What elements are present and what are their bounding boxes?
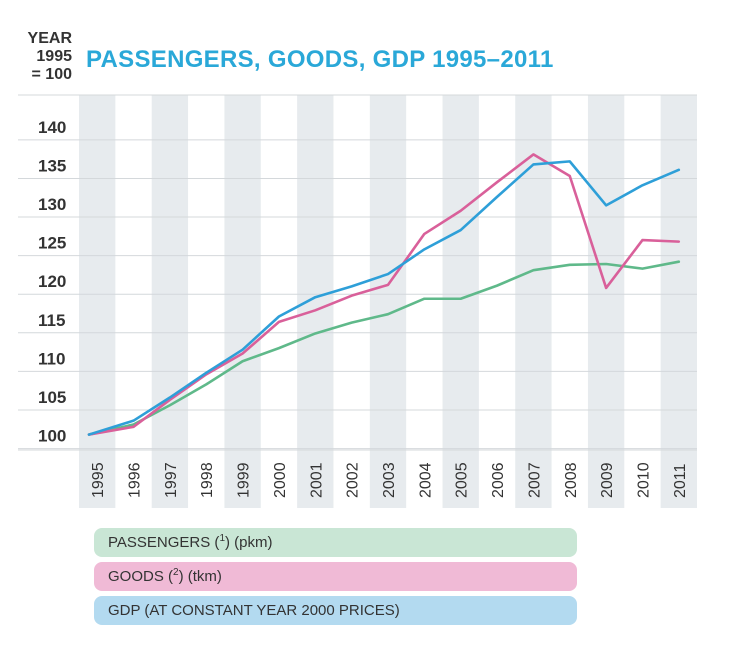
- legend-goods: GOODS (2) (tkm): [94, 562, 577, 591]
- y-tick-label-110: 110: [38, 349, 65, 368]
- x-tick-label-2006: 2006: [490, 462, 507, 498]
- x-tick-label-2003: 2003: [381, 462, 398, 498]
- y-unit-line-3: = 100: [31, 66, 72, 83]
- column-band-2007: [515, 95, 552, 508]
- legend-goods-note: 2: [173, 567, 179, 578]
- column-band-1995: [79, 95, 116, 508]
- x-tick-label-1999: 1999: [236, 462, 253, 498]
- column-band-1999: [224, 95, 261, 508]
- y-axis-unit-label: YEAR 1995 = 100: [20, 30, 72, 84]
- x-tick-label-1997: 1997: [163, 462, 180, 498]
- series-line-passengers: [87, 260, 681, 436]
- column-band-2003: [369, 95, 407, 508]
- x-tick-label-2008: 2008: [563, 462, 580, 498]
- x-tick-label-2000: 2000: [272, 462, 289, 498]
- legend-passengers-text: PASSENGERS: [108, 534, 211, 551]
- x-tick-label-1996: 1996: [127, 462, 144, 498]
- y-tick-label-125: 125: [38, 234, 66, 253]
- column-band-2005: [442, 95, 479, 508]
- x-tick-label-2004: 2004: [417, 462, 434, 498]
- legend-passengers: PASSENGERS (1) (pkm): [94, 528, 577, 557]
- column-band-1997: [151, 95, 189, 508]
- legend-passengers-note: 1: [219, 533, 225, 544]
- y-tick-label-140: 140: [38, 118, 66, 137]
- legend-goods-unit: (tkm): [187, 568, 222, 585]
- series-line-gdp: [87, 160, 681, 436]
- line-chart: 100 105 110 115 120 125 130 135 140 1995 1996 1997 1…: [18, 94, 697, 508]
- x-tick-label-2005: 2005: [454, 462, 471, 498]
- x-tick-label-2001: 2001: [308, 462, 325, 498]
- y-tick-label-120: 120: [38, 272, 66, 291]
- x-tick-label-2009: 2009: [599, 462, 616, 498]
- y-tick-label-130: 130: [38, 195, 66, 214]
- series-line-goods: [87, 153, 681, 436]
- column-band-2011: [660, 95, 697, 508]
- y-unit-line-1: YEAR: [27, 30, 72, 47]
- x-tick-label-1995: 1995: [90, 462, 107, 498]
- x-tick-label-2010: 2010: [635, 462, 652, 498]
- legend-gdp: GDP (AT CONSTANT YEAR 2000 PRICES): [94, 596, 577, 625]
- y-tick-label-135: 135: [38, 156, 66, 175]
- legend-passengers-unit: (pkm): [234, 534, 273, 551]
- chart-title: PASSENGERS, GOODS, GDP 1995–2011: [86, 46, 554, 73]
- column-band-2001: [297, 95, 334, 508]
- y-unit-line-2: 1995: [36, 48, 72, 65]
- y-tick-label-105: 105: [38, 388, 66, 407]
- y-tick-label-100: 100: [38, 427, 66, 446]
- legend-goods-text: GOODS: [108, 568, 164, 585]
- x-tick-label-1998: 1998: [199, 462, 216, 498]
- x-tick-label-2011: 2011: [672, 463, 689, 498]
- x-tick-label-2007: 2007: [526, 462, 543, 498]
- legend-gdp-text: GDP (AT CONSTANT YEAR 2000 PRICES): [108, 602, 400, 619]
- x-tick-label-2002: 2002: [345, 462, 362, 498]
- y-tick-label-115: 115: [38, 311, 65, 330]
- column-band-2009: [587, 95, 625, 508]
